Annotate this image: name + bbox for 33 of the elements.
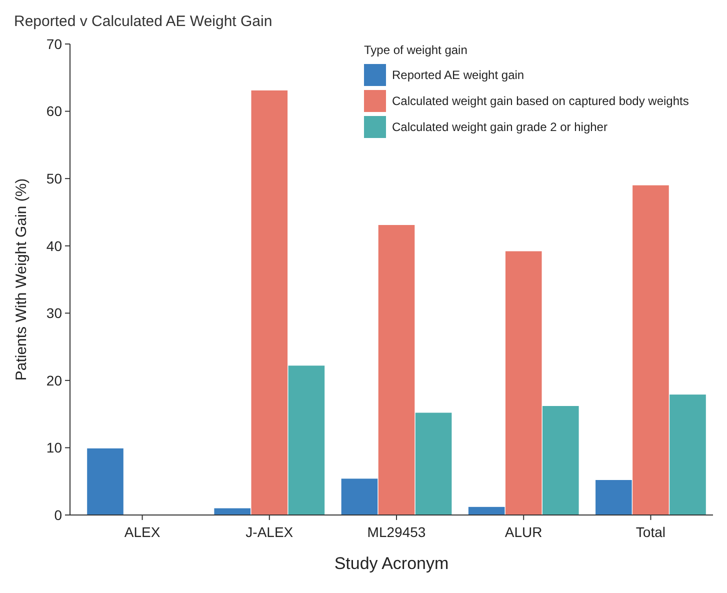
chart-title: Reported v Calculated AE Weight Gain [14,13,272,30]
x-axis-title: Study Acronym [334,554,449,573]
y-tick-label: 50 [46,170,62,186]
legend-label: Reported AE weight gain [392,68,524,82]
bar [415,412,452,515]
legend-title: Type of weight gain [364,43,468,57]
legend-label: Calculated weight gain based on captured body weights [392,94,689,108]
bar [378,225,415,515]
bar [214,508,251,515]
y-tick-label: 20 [46,372,62,388]
y-tick-label: 70 [46,36,62,52]
y-tick-label: 10 [46,440,62,456]
bar [87,448,124,515]
bar [288,366,325,515]
y-tick-label: 30 [46,305,62,322]
x-tick-label: ML29453 [367,524,426,540]
bar [505,251,542,515]
x-tick-label: ALUR [504,524,542,540]
y-tick-label: 0 [54,506,62,523]
legend-label: Calculated weight gain grade 2 or higher [392,120,608,134]
x-tick-label: ALEX [124,524,161,540]
bar [468,506,505,515]
bar [542,406,579,515]
bar [596,480,632,515]
y-tick-label: 40 [46,238,62,254]
x-tick-label: Total [636,524,666,540]
y-tick-label: 60 [46,103,62,120]
y-axis-title: Patients With Weight Gain (%) [13,178,30,381]
bar [632,185,669,515]
bar [251,90,288,515]
x-tick-label: J-ALEX [246,524,294,540]
bar [341,478,378,515]
bar [670,394,706,515]
